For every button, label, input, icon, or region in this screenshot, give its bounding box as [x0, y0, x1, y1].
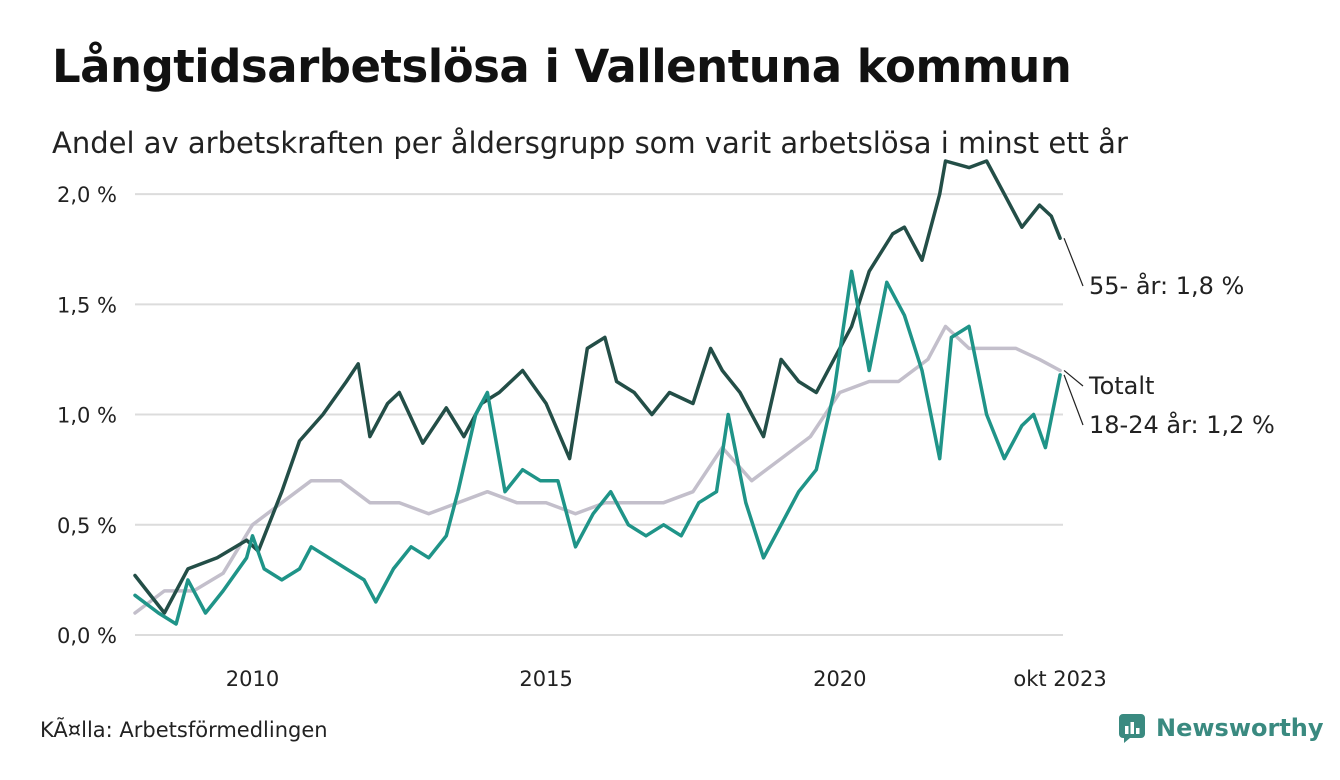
y-tick-label: 2,0 % [57, 183, 117, 207]
y-tick-label: 0,0 % [57, 624, 117, 648]
chart-subtitle: Andel av arbetskraften per åldersgrupp s… [52, 126, 1128, 160]
grid-lines [135, 193, 1063, 636]
series-line-s1824 [133, 269, 1062, 626]
source-note: KÃ¤lla: Arbetsförmedlingen [40, 718, 328, 742]
brand-logo[interactable]: Newsworthy [1118, 713, 1324, 743]
chart-title: Långtidsarbetslösa i Vallentuna kommun [52, 40, 1072, 93]
newsworthy-logo-icon [1119, 714, 1145, 743]
x-tick-label: 2020 [813, 667, 866, 691]
brand-name: Newsworthy [1156, 714, 1324, 742]
label-leader [1063, 237, 1084, 287]
series-lines [133, 159, 1062, 626]
label-leader [1063, 369, 1084, 387]
series-line-s55 [133, 159, 1062, 615]
end-label-s1824: 18-24 år: 1,2 % [1089, 410, 1275, 439]
y-tick-label: 1,5 % [57, 293, 117, 317]
y-axis-ticks: 0,0 % 0,5 % 1,0 % 1,5 % 2,0 % [57, 183, 117, 648]
series-line-total [133, 324, 1062, 615]
x-tick-label: 2015 [519, 667, 572, 691]
end-label-s55: 55- år: 1,8 % [1089, 271, 1244, 300]
end-labels: 55- år: 1,8 % Totalt 18-24 år: 1,2 % [1063, 237, 1275, 439]
x-axis-ticks: 2010 2015 2020 okt 2023 [226, 667, 1107, 691]
end-label-total: Totalt [1088, 372, 1154, 400]
y-tick-label: 0,5 % [57, 514, 117, 538]
x-tick-label: 2010 [226, 667, 279, 691]
y-tick-label: 1,0 % [57, 404, 117, 428]
x-tick-label: okt 2023 [1013, 667, 1106, 691]
label-leader [1063, 374, 1084, 426]
